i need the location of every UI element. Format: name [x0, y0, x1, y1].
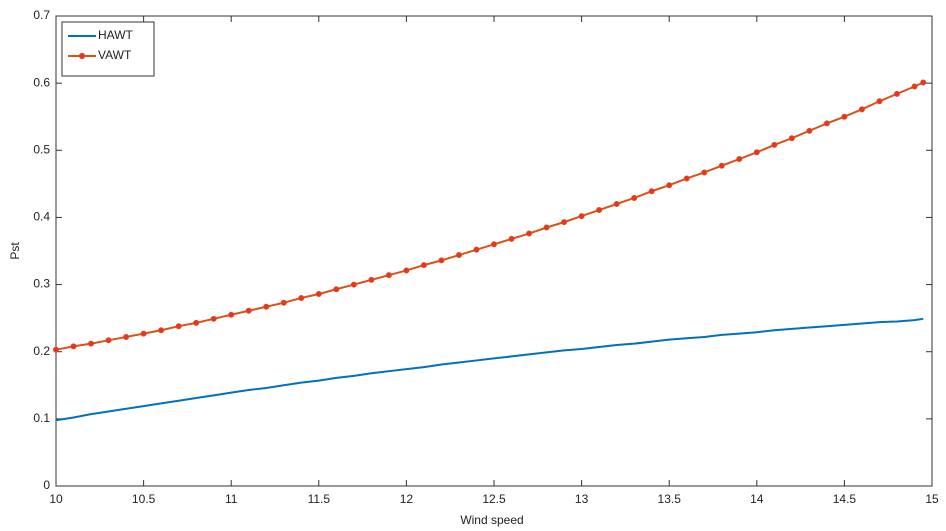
series-marker	[561, 220, 566, 225]
series-marker	[824, 121, 829, 126]
series-marker	[369, 277, 374, 282]
series-marker	[439, 258, 444, 263]
series-marker	[632, 195, 637, 200]
series-marker	[123, 334, 128, 339]
series-marker	[299, 295, 304, 300]
series-marker	[53, 347, 58, 352]
series-line	[56, 319, 923, 420]
y-tick-label: 0.6	[33, 75, 50, 89]
series-marker	[159, 328, 164, 333]
series-marker	[544, 225, 549, 230]
x-tick-label: 13	[575, 492, 589, 506]
y-tick-label: 0.7	[33, 8, 50, 22]
series-marker	[88, 341, 93, 346]
x-tick-label: 13.5	[658, 492, 682, 506]
series-marker	[842, 114, 847, 119]
series-marker	[264, 304, 269, 309]
legend-label: VAWT	[98, 48, 132, 62]
series-marker	[194, 320, 199, 325]
series-marker	[141, 331, 146, 336]
series-marker	[474, 247, 479, 252]
series-marker	[526, 231, 531, 236]
legend-label: HAWT	[98, 28, 134, 42]
series-marker	[649, 189, 654, 194]
series-marker	[334, 287, 339, 292]
series-marker	[789, 136, 794, 141]
series-marker	[211, 316, 216, 321]
x-tick-label: 15	[925, 492, 939, 506]
y-tick-label: 0.5	[33, 142, 50, 156]
x-tick-label: 10.5	[132, 492, 156, 506]
series-marker	[597, 207, 602, 212]
series-marker	[737, 156, 742, 161]
series-marker	[176, 324, 181, 329]
x-tick-label: 10	[49, 492, 63, 506]
y-axis-label: Pst	[8, 242, 22, 260]
series-marker	[106, 338, 111, 343]
series-marker	[246, 308, 251, 313]
series-marker	[667, 183, 672, 188]
series-marker	[316, 291, 321, 296]
x-tick-label: 14	[750, 492, 764, 506]
series-marker	[421, 263, 426, 268]
series-marker	[877, 99, 882, 104]
legend-marker	[79, 53, 84, 58]
y-tick-label: 0.4	[33, 210, 50, 224]
series-marker	[614, 201, 619, 206]
series-marker	[754, 150, 759, 155]
x-tick-label: 12	[400, 492, 414, 506]
x-tick-label: 12.5	[482, 492, 506, 506]
series-marker	[859, 107, 864, 112]
series-marker	[719, 163, 724, 168]
y-tick-label: 0.2	[33, 344, 50, 358]
series-marker	[894, 91, 899, 96]
series-marker	[921, 80, 926, 85]
x-tick-label: 11.5	[308, 492, 331, 506]
x-tick-label: 11	[225, 492, 238, 506]
plot-frame	[56, 16, 932, 486]
y-tick-label: 0.1	[33, 411, 50, 425]
series-marker	[702, 170, 707, 175]
series-marker	[404, 268, 409, 273]
series-marker	[579, 213, 584, 218]
series-marker	[509, 236, 514, 241]
series-marker	[912, 84, 917, 89]
series-marker	[684, 176, 689, 181]
y-tick-label: 0	[43, 478, 50, 492]
y-tick-label: 0.3	[33, 277, 50, 291]
series-marker	[491, 242, 496, 247]
series-marker	[351, 282, 356, 287]
series-marker	[807, 128, 812, 133]
series-marker	[386, 273, 391, 278]
legend: HAWT VAWT	[62, 22, 154, 76]
x-tick-label: 14.5	[833, 492, 857, 506]
series-marker	[229, 312, 234, 317]
series-marker	[772, 142, 777, 147]
series-marker	[456, 252, 461, 257]
series-marker	[281, 300, 286, 305]
series-line	[56, 82, 923, 349]
x-axis-label: Wind speed	[460, 513, 523, 527]
series-marker	[71, 344, 76, 349]
chart: Wind speed Pst 10 10.5 11 11.5 12 12.5 13 13.5 1…	[0, 0, 946, 531]
